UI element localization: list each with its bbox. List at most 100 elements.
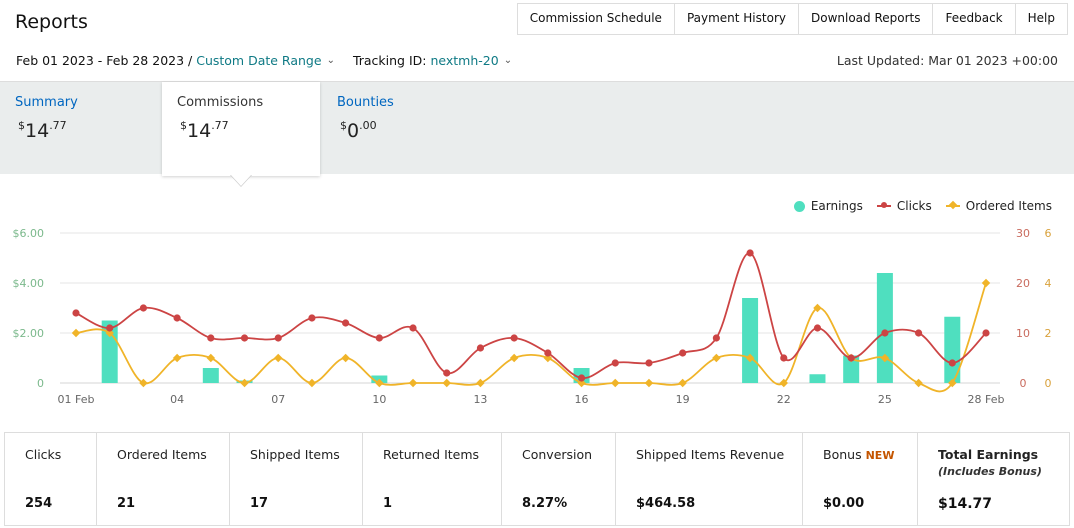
legend-earnings[interactable]: Earnings — [793, 199, 863, 213]
download-reports-button[interactable]: Download Reports — [799, 4, 934, 34]
clicks-point — [881, 329, 889, 337]
ordered-items-point — [813, 303, 822, 313]
stat-clicks: Clicks 254 — [5, 433, 97, 525]
tab-bounties[interactable]: Bounties $0.00 — [322, 82, 482, 175]
y-tick-label-clicks: 30 — [1016, 227, 1030, 240]
clicks-legend-marker — [876, 202, 891, 208]
y-tick-label-earnings: 0 — [37, 377, 44, 390]
clicks-point — [746, 249, 754, 257]
custom-date-range-dropdown[interactable]: Custom Date Range — [196, 53, 322, 68]
x-tick-label: 28 Feb — [968, 393, 1005, 406]
clicks-point — [443, 369, 451, 377]
ordered-items-point — [914, 378, 923, 388]
tab-bounties-amount: $0.00 — [340, 119, 377, 142]
ordered-items-point — [240, 378, 249, 388]
clicks-point — [308, 314, 316, 322]
chevron-down-icon[interactable]: ⌄ — [503, 55, 513, 66]
stat-label: Bonus NEW — [823, 447, 895, 462]
tracking-id-dropdown[interactable]: nextmh-20 — [430, 53, 499, 68]
stat-shipped-items: Shipped Items 17 — [230, 433, 363, 525]
tab-commissions-amount: $14.77 — [180, 119, 229, 142]
x-tick-label: 16 — [575, 393, 589, 406]
clicks-point — [342, 319, 350, 327]
ordered-items-point — [442, 378, 451, 388]
commission-schedule-button[interactable]: Commission Schedule — [518, 4, 675, 34]
earnings-bar — [742, 298, 759, 383]
ordered-items-line — [75, 282, 987, 393]
ordered-items-point — [712, 353, 721, 363]
y-tick-label-earnings: $4.00 — [13, 277, 45, 290]
new-badge: NEW — [865, 449, 895, 462]
clicks-point — [375, 334, 383, 342]
x-tick-label: 01 Feb — [58, 393, 95, 406]
ordered-items-point — [476, 378, 485, 388]
feedback-button[interactable]: Feedback — [933, 4, 1016, 34]
earnings-bar — [202, 368, 219, 383]
ordered-items-point — [273, 353, 283, 363]
ordered-items-point — [341, 353, 350, 363]
tab-commissions[interactable]: Commissions $14.77 — [162, 82, 320, 176]
ordered-items-point — [644, 378, 654, 388]
ordered-items-point — [611, 378, 620, 388]
clicks-point — [712, 334, 720, 342]
y-tick-label-earnings: $6.00 — [13, 227, 45, 240]
x-tick-label: 25 — [878, 393, 892, 406]
stat-returned-items: Returned Items 1 — [363, 433, 502, 525]
clicks-point — [139, 304, 148, 312]
stat-ordered-items: Ordered Items 21 — [97, 433, 230, 525]
y-tick-label-clicks: 0 — [1020, 377, 1027, 390]
stat-value: 8.27% — [522, 496, 568, 511]
report-tabs: Summary $14.77 Commissions $14.77 Bounti… — [0, 81, 1074, 176]
clicks-point — [982, 329, 990, 337]
ordered-items-point — [745, 353, 755, 363]
clicks-point — [207, 334, 215, 342]
ordered-items-point — [172, 353, 182, 363]
chevron-down-icon[interactable]: ⌄ — [326, 55, 335, 66]
earnings-bar — [944, 316, 961, 383]
stat-value: $14.77 — [938, 496, 993, 512]
legend-clicks[interactable]: Clicks — [876, 199, 932, 213]
clicks-point — [106, 324, 114, 332]
clicks-point — [679, 349, 687, 357]
y-tick-label-ordered: 4 — [1045, 277, 1052, 290]
stat-value: $464.58 — [636, 496, 696, 511]
tab-bounties-label: Bounties — [337, 95, 394, 110]
tracking-id-label: Tracking ID: — [352, 53, 427, 68]
y-tick-label-clicks: 10 — [1016, 327, 1030, 340]
clicks-point — [645, 359, 653, 367]
clicks-point — [780, 354, 788, 362]
tab-summary[interactable]: Summary $14.77 — [0, 82, 162, 175]
clicks-point — [510, 334, 518, 342]
clicks-point — [577, 374, 586, 382]
y-tick-label-ordered: 2 — [1045, 327, 1052, 340]
legend-ordered-items[interactable]: Ordered Items — [945, 199, 1052, 213]
stat-bonus: Bonus NEW $0.00 — [803, 433, 918, 525]
ordered-items-point — [375, 378, 384, 388]
clicks-point — [847, 354, 855, 362]
date-range-text: Feb 01 2023 - Feb 28 2023 / — [16, 53, 193, 68]
ordered-items-legend-marker — [945, 200, 960, 210]
ordered-items-point — [71, 328, 81, 338]
clicks-point — [240, 334, 249, 342]
ordered-items-point — [880, 353, 890, 363]
legend-clicks-label: Clicks — [896, 199, 932, 213]
earnings-chart: 0 0 0 $2.00 10 2 $4.00 20 4 $6.00 30 6 01 Feb 04 07 10 1… — [0, 190, 1074, 420]
y-tick-label-earnings: $2.00 — [13, 327, 45, 340]
help-button[interactable]: Help — [1027, 11, 1055, 25]
ordered-items-point — [981, 278, 991, 288]
page-title: Reports — [15, 11, 88, 33]
ordered-items-point — [206, 353, 216, 363]
clicks-point — [409, 324, 417, 332]
top-nav: Commission Schedule Payment History Down… — [516, 3, 1068, 35]
y-tick-label-ordered: 6 — [1045, 227, 1052, 240]
stats-summary: Clicks 254 Ordered Items 21 Shipped Item… — [4, 432, 1070, 526]
y-tick-label-clicks: 20 — [1016, 277, 1030, 290]
stat-shipped-items-revenue: Shipped Items Revenue $464.58 — [616, 433, 803, 525]
stat-sublabel: (Includes Bonus) — [938, 465, 1042, 478]
earnings-bar — [843, 355, 860, 383]
clicks-point — [611, 359, 619, 367]
payment-history-button[interactable]: Payment History — [675, 4, 799, 34]
x-tick-label: 22 — [777, 393, 791, 406]
x-tick-label: 07 — [271, 393, 285, 406]
stat-label: Total Earnings — [938, 447, 1039, 462]
